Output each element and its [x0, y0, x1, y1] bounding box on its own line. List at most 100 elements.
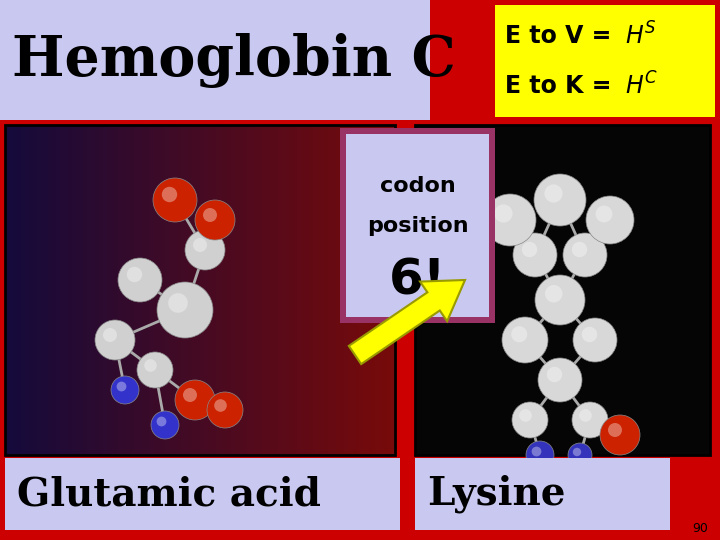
- Bar: [114, 125, 115, 455]
- Bar: [158, 125, 159, 455]
- Bar: [372, 125, 373, 455]
- Bar: [65, 125, 66, 455]
- Text: position: position: [366, 215, 468, 235]
- Bar: [368, 125, 369, 455]
- Bar: [140, 125, 141, 455]
- Bar: [318, 125, 319, 455]
- Bar: [233, 125, 234, 455]
- Bar: [67, 125, 68, 455]
- Bar: [6, 125, 7, 455]
- Bar: [51, 125, 52, 455]
- Bar: [272, 125, 273, 455]
- Bar: [320, 125, 321, 455]
- Bar: [269, 125, 270, 455]
- Circle shape: [568, 443, 592, 467]
- Bar: [302, 125, 303, 455]
- Bar: [139, 125, 140, 455]
- Bar: [170, 125, 171, 455]
- Bar: [234, 125, 235, 455]
- Bar: [70, 125, 71, 455]
- Circle shape: [157, 416, 166, 427]
- Bar: [147, 125, 148, 455]
- Bar: [255, 125, 256, 455]
- Bar: [316, 125, 317, 455]
- Bar: [82, 125, 83, 455]
- Bar: [91, 125, 92, 455]
- Bar: [37, 125, 38, 455]
- Bar: [44, 125, 45, 455]
- Bar: [173, 125, 174, 455]
- Bar: [294, 125, 295, 455]
- Bar: [14, 125, 15, 455]
- Bar: [245, 125, 246, 455]
- Bar: [99, 125, 100, 455]
- Bar: [392, 125, 393, 455]
- Bar: [384, 125, 385, 455]
- Bar: [273, 125, 274, 455]
- Bar: [219, 125, 220, 455]
- FancyBboxPatch shape: [346, 134, 489, 317]
- FancyBboxPatch shape: [0, 0, 430, 120]
- Circle shape: [195, 200, 235, 240]
- Bar: [39, 125, 40, 455]
- Bar: [79, 125, 80, 455]
- Bar: [308, 125, 309, 455]
- Bar: [221, 125, 222, 455]
- Bar: [127, 125, 128, 455]
- Bar: [246, 125, 247, 455]
- Bar: [204, 125, 205, 455]
- Bar: [185, 125, 186, 455]
- Bar: [286, 125, 287, 455]
- Bar: [218, 125, 219, 455]
- Bar: [387, 125, 388, 455]
- Circle shape: [168, 293, 188, 313]
- Bar: [290, 125, 291, 455]
- Bar: [109, 125, 110, 455]
- Bar: [164, 125, 165, 455]
- Bar: [115, 125, 116, 455]
- Bar: [55, 125, 56, 455]
- Bar: [5, 125, 6, 455]
- Circle shape: [183, 388, 197, 402]
- Bar: [235, 125, 236, 455]
- Bar: [17, 125, 18, 455]
- FancyBboxPatch shape: [5, 458, 400, 530]
- Bar: [47, 125, 48, 455]
- Bar: [150, 125, 151, 455]
- Bar: [300, 125, 301, 455]
- Bar: [297, 125, 298, 455]
- Bar: [105, 125, 106, 455]
- Bar: [203, 125, 204, 455]
- Bar: [102, 125, 103, 455]
- Circle shape: [111, 376, 139, 404]
- Circle shape: [215, 399, 227, 412]
- Bar: [56, 125, 57, 455]
- Bar: [101, 125, 102, 455]
- Bar: [311, 125, 312, 455]
- Bar: [23, 125, 24, 455]
- Circle shape: [546, 367, 562, 382]
- Bar: [322, 125, 323, 455]
- Bar: [48, 125, 49, 455]
- Bar: [178, 125, 179, 455]
- Bar: [243, 125, 244, 455]
- Bar: [270, 125, 271, 455]
- Circle shape: [582, 327, 597, 342]
- Bar: [7, 125, 8, 455]
- Bar: [180, 125, 181, 455]
- Bar: [192, 125, 193, 455]
- Bar: [325, 125, 326, 455]
- Bar: [343, 125, 344, 455]
- Bar: [193, 125, 194, 455]
- Bar: [83, 125, 84, 455]
- Bar: [354, 125, 355, 455]
- Bar: [202, 125, 203, 455]
- Bar: [217, 125, 218, 455]
- Bar: [138, 125, 139, 455]
- Bar: [382, 125, 383, 455]
- Bar: [186, 125, 187, 455]
- Bar: [86, 125, 87, 455]
- Bar: [284, 125, 285, 455]
- Bar: [327, 125, 328, 455]
- Bar: [313, 125, 314, 455]
